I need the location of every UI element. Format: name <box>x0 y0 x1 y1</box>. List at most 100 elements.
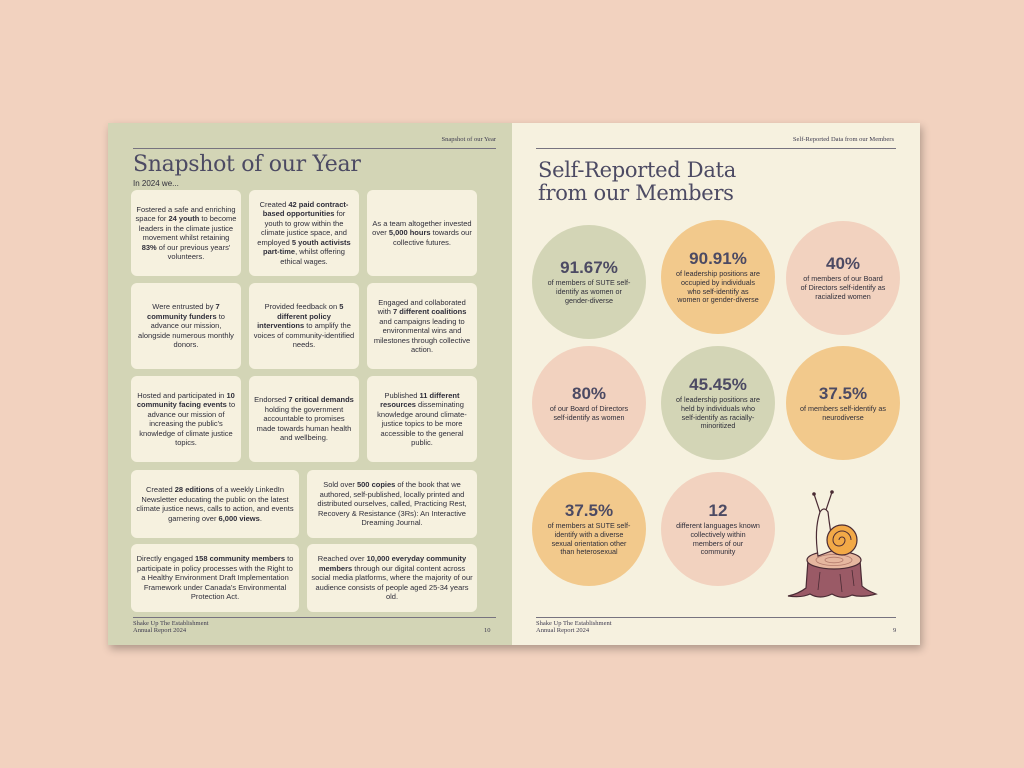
header-rule <box>133 148 496 149</box>
stat-card: Endorsed 7 critical demands holding the … <box>249 376 359 462</box>
title-line-1: Self-Reported Data <box>538 158 736 182</box>
stat-card: Fostered a safe and enriching space for … <box>131 190 241 276</box>
stat-card: Reached over 10,000 everyday community m… <box>307 544 477 612</box>
page-number: 10 <box>484 627 491 634</box>
card-text-segment: Reached over <box>317 554 367 564</box>
stat-description: of leadership positions are held by indi… <box>676 394 760 431</box>
card-text: Fostered a safe and enriching space for … <box>135 205 237 262</box>
card-text-segment: Created <box>145 485 175 494</box>
card-text: Created 28 editions of a weekly LinkedIn… <box>135 485 295 523</box>
card-text: Reached over 10,000 everyday community m… <box>311 554 473 602</box>
left-page: Snapshot of our Year Snapshot of our Yea… <box>108 123 512 645</box>
title-line-2: from our Members <box>538 181 734 205</box>
stat-value: 45.45% <box>689 374 747 394</box>
card-highlight: 5 different policy interventions <box>257 302 344 331</box>
card-text: Were entrusted by 7 community funders to… <box>135 302 237 350</box>
card-highlight: 7 community funders <box>147 302 220 321</box>
card-text: Created 42 paid contract-based opportuni… <box>253 200 355 267</box>
stat-circle: 40% of members of our Board of Directors… <box>786 221 900 335</box>
stat-circle: 80% of our Board of Directors self-ident… <box>532 346 646 460</box>
right-page: Self-Reported Data from our Members Self… <box>512 123 920 645</box>
snail-on-stump-icon <box>787 490 878 598</box>
card-text: Provided feedback on 5 different policy … <box>253 302 355 350</box>
running-head: Self-Reported Data from our Members <box>792 136 894 143</box>
card-text: Endorsed 7 critical demands holding the … <box>253 395 355 443</box>
stat-value: 91.67% <box>560 258 618 278</box>
card-highlight: 158 community members <box>194 554 286 564</box>
card-highlight: 11 different resources <box>380 390 460 410</box>
stat-description: of our Board of Directors self-identify … <box>549 403 629 422</box>
card-text-segment: to amplify the voices of community-ident… <box>253 321 355 350</box>
card-text-segment: Engaged and collaborated with <box>377 297 466 317</box>
page-title: Self-Reported Data from our Members <box>538 159 736 205</box>
card-highlight: 10 community facing events <box>136 390 235 410</box>
card-text: As a team altogether invested over 5,000… <box>371 219 473 248</box>
card-highlight: 5 youth activists part-time <box>263 237 351 257</box>
card-text: Sold over 500 copies of the book that we… <box>311 480 473 528</box>
stat-circle: 12 different languages known collectivel… <box>661 472 775 586</box>
card-text-segment: through our digital content across socia… <box>311 563 473 602</box>
card-text: Directly engaged 158 community members t… <box>135 554 295 602</box>
card-text-segment: Sold over <box>323 480 357 490</box>
card-text-segment: Provided feedback on <box>264 302 340 312</box>
card-text: Hosted and participated in 10 community … <box>135 391 237 448</box>
card-text-segment: holding the government accountable to pr… <box>256 404 352 443</box>
card-text: Engaged and collaborated with 7 differen… <box>371 298 473 355</box>
stat-value: 80% <box>571 383 607 403</box>
stat-value: 37.5% <box>818 383 868 403</box>
stat-card: Sold over 500 copies of the book that we… <box>307 470 477 538</box>
card-text-segment: Published <box>384 390 420 400</box>
stat-card: Provided feedback on 5 different policy … <box>249 283 359 369</box>
stat-description: different languages known collectively w… <box>676 520 760 557</box>
page-number: 9 <box>893 627 897 634</box>
stat-circle: 45.45% of leadership positions are held … <box>661 346 775 460</box>
footer-report: Annual Report 2024 <box>133 627 187 634</box>
card-text-segment: to advance our mission, alongside numero… <box>138 311 234 350</box>
card-text-segment: of a weekly LinkedIn Newsletter educatin… <box>136 485 294 523</box>
intro-text: In 2024 we... <box>133 179 179 188</box>
card-highlight: 5,000 hours <box>388 228 431 238</box>
card-text-segment: Created <box>259 199 289 209</box>
stat-card: Were entrusted by 7 community funders to… <box>131 283 241 369</box>
card-text-segment: of our previous years' volunteers. <box>156 242 231 262</box>
stat-description: of members of SUTE self-identify as wome… <box>547 278 631 305</box>
card-text-segment: to become leaders in the climate justice… <box>138 214 237 242</box>
card-text-segment: As a team altogether invested over <box>372 218 472 238</box>
card-highlight: 42 paid contract-based opportunities <box>262 199 349 219</box>
card-highlight: 6,000 views <box>218 513 260 523</box>
footer-publication: Shake Up The Establishment Annual Report… <box>536 620 612 634</box>
card-text: Published 11 different resources dissemi… <box>371 391 473 448</box>
card-highlight: 7 critical demands <box>288 395 354 405</box>
stat-description: of leadership positions are occupied by … <box>676 268 760 305</box>
card-highlight: 500 copies <box>356 480 396 490</box>
stat-circle: 91.67% of members of SUTE self-identify … <box>532 225 646 339</box>
card-text-segment: of the book that we authored, self-publi… <box>317 480 467 528</box>
card-text-segment: for youth to grow within the climate jus… <box>257 209 347 247</box>
stat-card: Created 42 paid contract-based opportuni… <box>249 190 359 276</box>
header-rule <box>536 148 896 149</box>
page-title: Snapshot of our Year <box>133 152 361 177</box>
running-head: Snapshot of our Year <box>441 136 496 143</box>
stat-circle: 90.91% of leadership positions are occup… <box>661 220 775 334</box>
card-highlight: 7 different coalitions <box>393 307 467 316</box>
card-text-segment: Were entrusted by <box>152 302 216 312</box>
stat-card: Published 11 different resources dissemi… <box>367 376 477 462</box>
stat-value: 40% <box>825 254 861 274</box>
stat-description: of members of our Board of Directors sel… <box>800 274 886 301</box>
stat-description: of members at SUTE self-identify with a … <box>547 520 631 557</box>
card-text-segment: , whilst offering ethical wages. <box>280 247 345 266</box>
stat-value: 12 <box>708 500 728 520</box>
footer-org: Shake Up The Establishment <box>133 620 209 627</box>
stat-card: Directly engaged 158 community members t… <box>131 544 299 612</box>
card-text-segment: to participate in policy processes with … <box>137 554 294 602</box>
card-text-segment: disseminating knowledge around climate-j… <box>377 400 467 447</box>
stat-circle: 37.5% of members at SUTE self-identify w… <box>532 472 646 586</box>
card-highlight: 28 editions <box>174 485 214 494</box>
card-highlight: 24 youth <box>168 214 200 223</box>
stat-card: Hosted and participated in 10 community … <box>131 376 241 462</box>
card-highlight: 83% <box>141 242 157 252</box>
stat-card: Created 28 editions of a weekly LinkedIn… <box>131 470 299 538</box>
card-text-segment: Hosted and participated in <box>137 390 227 400</box>
footer-report: Annual Report 2024 <box>536 627 590 634</box>
card-text-segment: . <box>259 513 262 523</box>
